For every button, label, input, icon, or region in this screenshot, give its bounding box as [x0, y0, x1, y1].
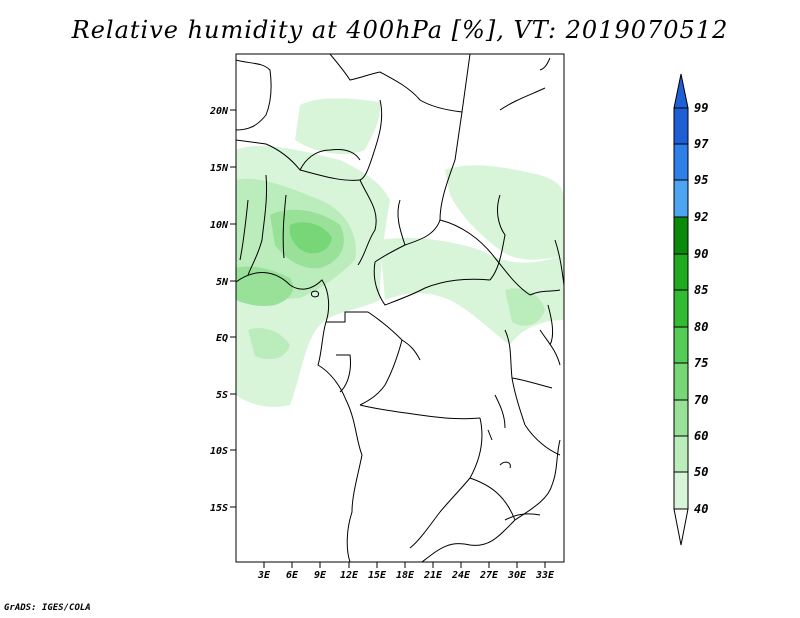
lon-label: 30E — [507, 570, 527, 581]
colorbar-label: 99 — [694, 101, 708, 115]
lat-label: 15N — [210, 163, 229, 174]
lat-label: 15S — [210, 503, 228, 514]
lon-label: 18E — [396, 570, 415, 581]
humidity-area-gulf — [248, 328, 290, 360]
lat-label: 5S — [216, 390, 228, 401]
colorbar-label: 60 — [694, 429, 708, 443]
lat-label: 20N — [209, 106, 229, 117]
humidity-area-core — [289, 222, 332, 254]
lat-label: 5N — [216, 277, 229, 288]
colorbar-swatch — [673, 289, 689, 328]
colorbar-label: 92 — [694, 210, 708, 224]
grads-credit: GrADS: IGES/COLA — [4, 603, 91, 613]
colorbar-swatch — [673, 471, 689, 510]
humidity-area-sahara-north — [295, 98, 381, 155]
latitude-axis: 20N 15N 10N 5N EQ 5S 10S 15S — [209, 106, 236, 514]
map-title: Relative humidity at 400hPa [%], VT: 201… — [71, 16, 729, 44]
lon-label: 9E — [314, 570, 327, 581]
lon-label: 24E — [451, 570, 471, 581]
lon-label: 33E — [535, 570, 555, 581]
colorbar-label: 85 — [694, 283, 708, 297]
lat-label: 10S — [210, 446, 228, 457]
colorbar-swatch — [673, 143, 689, 181]
colorbar-label: 75 — [694, 356, 708, 370]
colorbar: 99 97 95 92 90 85 80 75 70 60 50 40 — [673, 73, 709, 546]
colorbar-label: 80 — [694, 320, 708, 334]
lon-label: 27E — [479, 570, 499, 581]
longitude-axis: 3E 6E 9E 12E 15E 18E 21E 24E 27E 30E 33E — [257, 562, 555, 581]
colorbar-label: 50 — [694, 465, 708, 479]
colorbar-swatch — [673, 326, 689, 364]
humidity-area-east-congo — [505, 288, 545, 326]
colorbar-label: 40 — [694, 502, 708, 516]
colorbar-swatch — [673, 216, 689, 255]
colorbar-swatch — [673, 107, 689, 145]
colorbar-label: 97 — [694, 137, 709, 151]
lon-label: 21E — [423, 570, 443, 581]
colorbar-label: 90 — [694, 247, 708, 261]
colorbar-swatch — [673, 179, 689, 218]
colorbar-swatch — [673, 435, 689, 473]
lon-label: 6E — [286, 570, 299, 581]
map-frame — [235, 53, 565, 563]
colorbar-bottom-arrow — [673, 508, 689, 546]
humidity-shading — [236, 98, 564, 407]
colorbar-label: 95 — [694, 173, 708, 187]
colorbar-swatch — [673, 399, 689, 437]
colorbar-label: 70 — [694, 393, 708, 407]
lon-label: 3E — [257, 570, 271, 581]
lat-label: 10N — [210, 220, 229, 231]
humidity-area-east — [445, 165, 564, 260]
colorbar-swatch — [673, 253, 689, 291]
colorbar-swatch — [673, 362, 689, 401]
lon-label: 12E — [340, 570, 359, 581]
colorbar-top-arrow — [673, 73, 689, 109]
lon-label: 15E — [368, 570, 387, 581]
country-boundaries — [236, 54, 564, 562]
lat-label: EQ — [216, 333, 228, 344]
